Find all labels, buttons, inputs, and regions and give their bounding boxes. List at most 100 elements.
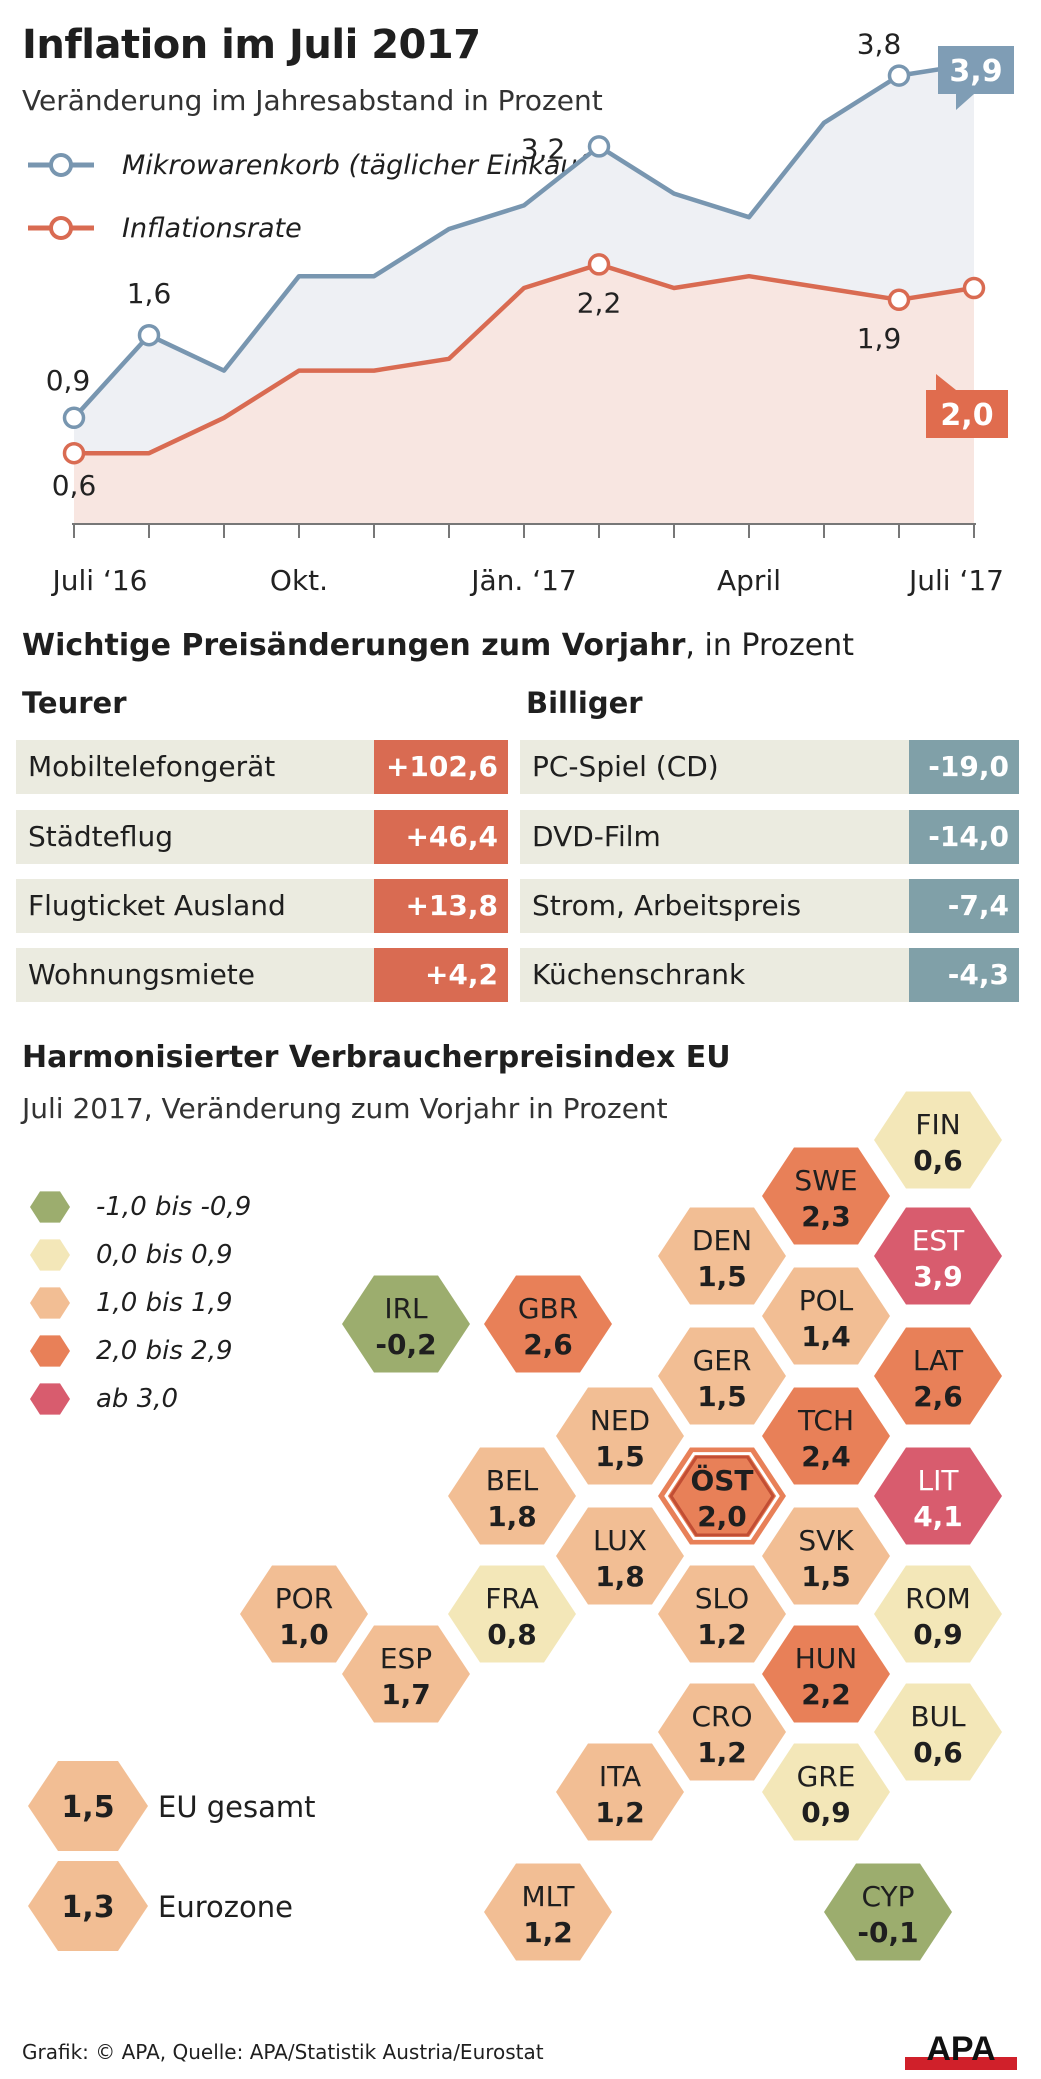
country-code: IRL xyxy=(384,1292,428,1325)
teurer-value: +102,6 xyxy=(374,740,508,794)
mikrowarenkorb-callout-value: 3,9 xyxy=(949,54,1002,89)
teurer-label: Wohnungsmiete xyxy=(28,958,256,991)
line-chart: Juli ‘16 Okt. Jän. ‘17 April Juli ‘17 0,9 1,6 3… xyxy=(46,28,1014,597)
country-code: CRO xyxy=(691,1700,752,1733)
total-hexagon xyxy=(28,1761,148,1851)
legend-label-inflationsrate: Inflationsrate xyxy=(122,212,302,244)
country-code: FIN xyxy=(915,1108,960,1141)
country-hexagon xyxy=(658,1447,786,1545)
country-code: TCH xyxy=(797,1404,854,1437)
country-code: EST xyxy=(912,1224,965,1257)
country-code: SVK xyxy=(798,1524,854,1557)
country-value: -0,1 xyxy=(857,1916,918,1949)
country-value: 1,5 xyxy=(697,1260,747,1293)
inflationsrate-value-label: 1,9 xyxy=(857,322,902,355)
country-value: 2,6 xyxy=(523,1328,573,1361)
country-hexagon xyxy=(874,1447,1002,1545)
legend-line-red-icon xyxy=(28,216,94,240)
country-hexagon xyxy=(448,1447,576,1545)
country-code: NED xyxy=(590,1404,650,1437)
country-value: 0,9 xyxy=(801,1796,851,1829)
country-code: ITA xyxy=(599,1760,641,1793)
country-code: POL xyxy=(799,1284,854,1317)
country-value: 2,2 xyxy=(801,1678,851,1711)
x-tick-label: Jän. ‘17 xyxy=(469,564,577,597)
hicp-legend-label: 2,0 bis 2,9 xyxy=(96,1336,233,1366)
total-hexagon xyxy=(28,1861,148,1951)
country-hexagon xyxy=(824,1863,952,1961)
country-code: POR xyxy=(275,1582,333,1615)
apa-logo: APA xyxy=(905,2030,1017,2070)
country-value: 2,3 xyxy=(801,1200,851,1233)
country-hexagon xyxy=(658,1327,786,1425)
total-value: 1,3 xyxy=(61,1890,114,1925)
country-code: BEL xyxy=(486,1464,539,1497)
page-title: Inflation im Juli 2017 xyxy=(22,22,481,68)
country-code: SWE xyxy=(794,1164,857,1197)
inflationsrate-point xyxy=(962,276,986,300)
legend-hexagon-icon xyxy=(30,1383,70,1415)
mikrowarenkorb-value-label: 3,8 xyxy=(857,28,902,61)
country-value: 4,1 xyxy=(913,1500,963,1533)
teurer-row: Städteflug +46,4 xyxy=(16,810,508,864)
inflationsrate-point xyxy=(587,253,611,276)
country-value: 1,4 xyxy=(801,1320,851,1353)
hicp-legend-label: ab 3,0 xyxy=(96,1384,179,1414)
mikrowarenkorb-value-label: 0,9 xyxy=(46,364,91,397)
total-value: 1,5 xyxy=(61,1790,114,1825)
country-value: 1,2 xyxy=(595,1796,645,1829)
legend-hexagon-icon xyxy=(30,1335,70,1367)
teurer-value: +13,8 xyxy=(374,879,508,933)
inflationsrate-callout xyxy=(926,390,1008,438)
country-hexagon xyxy=(762,1507,890,1605)
country-value: 1,2 xyxy=(523,1916,573,1949)
country-code: MLT xyxy=(521,1880,575,1913)
legend-hexagon-icon xyxy=(30,1287,70,1319)
mikrowarenkorb-line xyxy=(72,61,975,420)
teurer-label: Flugticket Ausland xyxy=(28,889,286,922)
billiger-heading: Billiger xyxy=(526,686,643,720)
country-code: ESP xyxy=(380,1642,432,1675)
country-hexagon xyxy=(874,1207,1002,1305)
country-hexagon-highlight-inner xyxy=(669,1455,775,1537)
inflationsrate-area xyxy=(74,264,974,524)
billiger-row: PC-Spiel (CD) -19,0 xyxy=(520,740,1019,794)
country-hexagon-highlight xyxy=(664,1452,780,1540)
country-hexagon xyxy=(762,1625,890,1723)
billiger-value: -7,4 xyxy=(909,879,1019,933)
country-value: 1,7 xyxy=(381,1678,431,1711)
country-hexagon xyxy=(874,1327,1002,1425)
country-hexagon xyxy=(762,1743,890,1841)
inflationsrate-callout-value: 2,0 xyxy=(940,398,993,433)
country-value: 0,8 xyxy=(487,1618,537,1651)
hicp-subtitle: Juli 2017, Veränderung zum Vorjahr in Pr… xyxy=(22,1092,668,1125)
country-hexagon xyxy=(342,1625,470,1723)
x-tick-label: Juli ‘17 xyxy=(907,564,1004,597)
page-subtitle: Veränderung im Jahresabstand in Prozent xyxy=(22,84,603,117)
country-hexagon xyxy=(556,1507,684,1605)
country-value: 1,8 xyxy=(487,1500,537,1533)
country-hexagon xyxy=(448,1565,576,1663)
country-value: 2,0 xyxy=(697,1500,747,1533)
country-code: LAT xyxy=(913,1344,964,1377)
legend-item-mikrowarenkorb: Mikrowarenkorb (täglicher Einkauf) xyxy=(26,145,598,185)
source-credit: Grafik: © APA, Quelle: APA/Statistik Aus… xyxy=(22,2040,544,2064)
country-value: 2,4 xyxy=(801,1440,851,1473)
mikrowarenkorb-point xyxy=(137,323,161,347)
country-value: 0,6 xyxy=(913,1736,963,1769)
country-hexagon xyxy=(658,1565,786,1663)
hicp-legend-item: 1,0 bis 1,9 xyxy=(30,1282,233,1324)
billiger-row: Küchenschrank -4,3 xyxy=(520,948,1019,1002)
country-hexagon xyxy=(874,1565,1002,1663)
country-hexagon xyxy=(762,1147,890,1245)
teurer-value: +4,2 xyxy=(374,948,508,1002)
country-hexagon xyxy=(874,1091,1002,1189)
prices-title-rest: , in Prozent xyxy=(685,628,854,663)
teurer-label: Städteflug xyxy=(28,820,174,853)
legend-label-mikrowarenkorb: Mikrowarenkorb (täglicher Einkauf) xyxy=(122,149,598,181)
inflationsrate-point xyxy=(62,441,86,465)
hicp-legend-item: 2,0 bis 2,9 xyxy=(30,1330,233,1372)
country-code: GER xyxy=(693,1344,752,1377)
teurer-heading: Teurer xyxy=(22,686,127,720)
legend-hexagon-icon xyxy=(30,1239,70,1271)
